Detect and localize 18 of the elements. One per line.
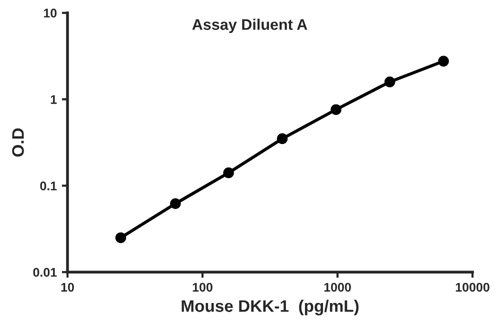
point	[384, 76, 396, 88]
x-tick-label: 10	[61, 282, 74, 292]
x-axis-title: Mouse DKK-1 (pg/mL)	[182, 300, 359, 316]
point	[330, 104, 342, 115]
point	[223, 167, 234, 178]
point	[438, 56, 449, 67]
point	[115, 232, 126, 244]
y-tick-label: 10	[44, 8, 57, 18]
y-axis-title: O.D	[12, 128, 24, 157]
chart-title: Assay Diluent A	[192, 18, 308, 33]
x-tick-label: 10000	[456, 282, 490, 292]
x-tick-label: 100	[192, 282, 212, 292]
y-tick-label: 0.1	[40, 181, 57, 190]
y-tick-label: 0.01	[33, 268, 57, 277]
y-tick-label: 1	[50, 95, 57, 104]
x-tick-label: 1000	[324, 282, 351, 292]
point	[276, 133, 288, 144]
point	[170, 198, 181, 210]
